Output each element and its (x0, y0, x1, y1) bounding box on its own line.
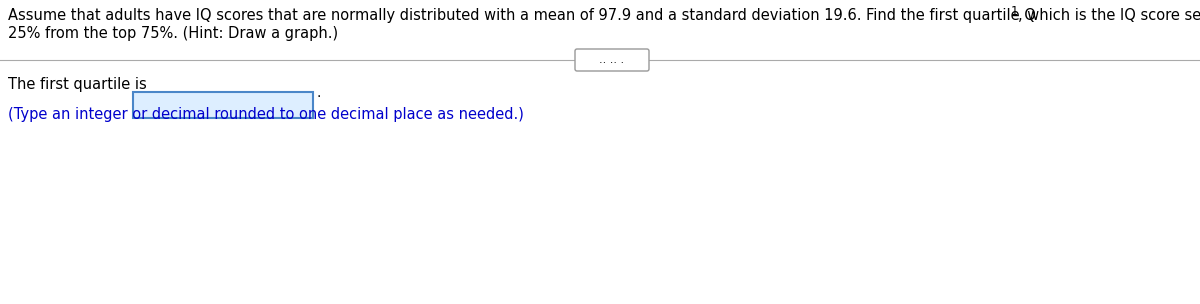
Text: .. .. .: .. .. . (600, 55, 624, 65)
Text: (Type an integer or decimal rounded to one decimal place as needed.): (Type an integer or decimal rounded to o… (8, 107, 524, 122)
Text: 25% from the top 75%. (Hint: Draw a graph.): 25% from the top 75%. (Hint: Draw a grap… (8, 26, 338, 41)
Text: .: . (316, 86, 320, 100)
Text: The first quartile is: The first quartile is (8, 77, 146, 92)
FancyBboxPatch shape (575, 49, 649, 71)
FancyBboxPatch shape (133, 92, 313, 118)
Text: , which is the IQ score separating the bottom: , which is the IQ score separating the b… (1018, 8, 1200, 23)
Text: Assume that adults have IQ scores that are normally distributed with a mean of 9: Assume that adults have IQ scores that a… (8, 8, 1036, 23)
Text: 1: 1 (1010, 5, 1018, 18)
